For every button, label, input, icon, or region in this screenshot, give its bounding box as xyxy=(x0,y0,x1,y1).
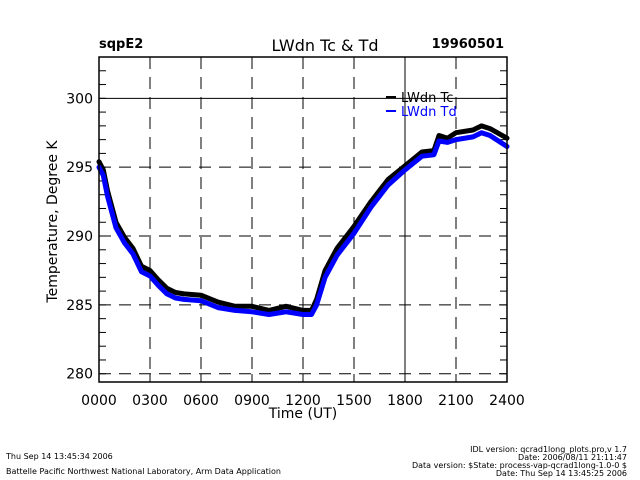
x-tick-label: 0300 xyxy=(132,393,168,409)
tick-labels: 0000 0300 0600 0900 1200 1500 1800 2100 2400 280 2… xyxy=(66,91,525,409)
y-tick-label: 285 xyxy=(66,298,93,314)
footer-data-date: Date: Thu Sep 14 13:45:25 2006 xyxy=(495,469,627,478)
footer-organization: Battelle Pacific Northwest National Labo… xyxy=(6,467,281,476)
footer-data-version: Data version: $State: process-vap-qcrad1… xyxy=(411,461,627,470)
y-tick-label: 300 xyxy=(66,91,93,107)
x-tick-label: 1200 xyxy=(285,393,321,409)
footer-idl-date: Date: 2006/08/11 21:11:47 xyxy=(518,453,627,462)
x-axis-label: Time (UT) xyxy=(268,406,337,422)
x-tick-label: 1800 xyxy=(387,393,423,409)
legend-label: LWdn Tc xyxy=(401,91,453,106)
x-tick-label: 2400 xyxy=(489,393,525,409)
y-axis-label: Temperature, Degree K xyxy=(45,140,61,304)
x-tick-label: 2100 xyxy=(438,393,474,409)
series-line-lwdn-td xyxy=(96,130,510,317)
y-tick-label: 280 xyxy=(66,367,93,383)
date-label: 19960501 xyxy=(431,37,504,52)
grid xyxy=(99,57,507,382)
x-tick-label: 0000 xyxy=(81,393,117,409)
footer-idl-version: IDL version: qcrad1long_plots.pro,v 1.7 xyxy=(470,445,627,454)
x-tick-label: 0900 xyxy=(234,393,270,409)
legend-label: LWdn Td xyxy=(401,105,457,120)
ticks xyxy=(98,56,508,382)
plot-frame xyxy=(98,56,508,383)
x-tick-label: 1500 xyxy=(336,393,372,409)
footer-timestamp: Thu Sep 14 13:45:34 2006 xyxy=(6,452,113,461)
x-tick-label: 0600 xyxy=(183,393,219,409)
series-layer xyxy=(96,123,510,317)
chart-title: LWdn Tc & Td xyxy=(271,36,379,55)
y-tick-label: 290 xyxy=(66,229,93,245)
site-label: sqpE2 xyxy=(99,37,144,52)
y-tick-label: 295 xyxy=(66,160,93,176)
